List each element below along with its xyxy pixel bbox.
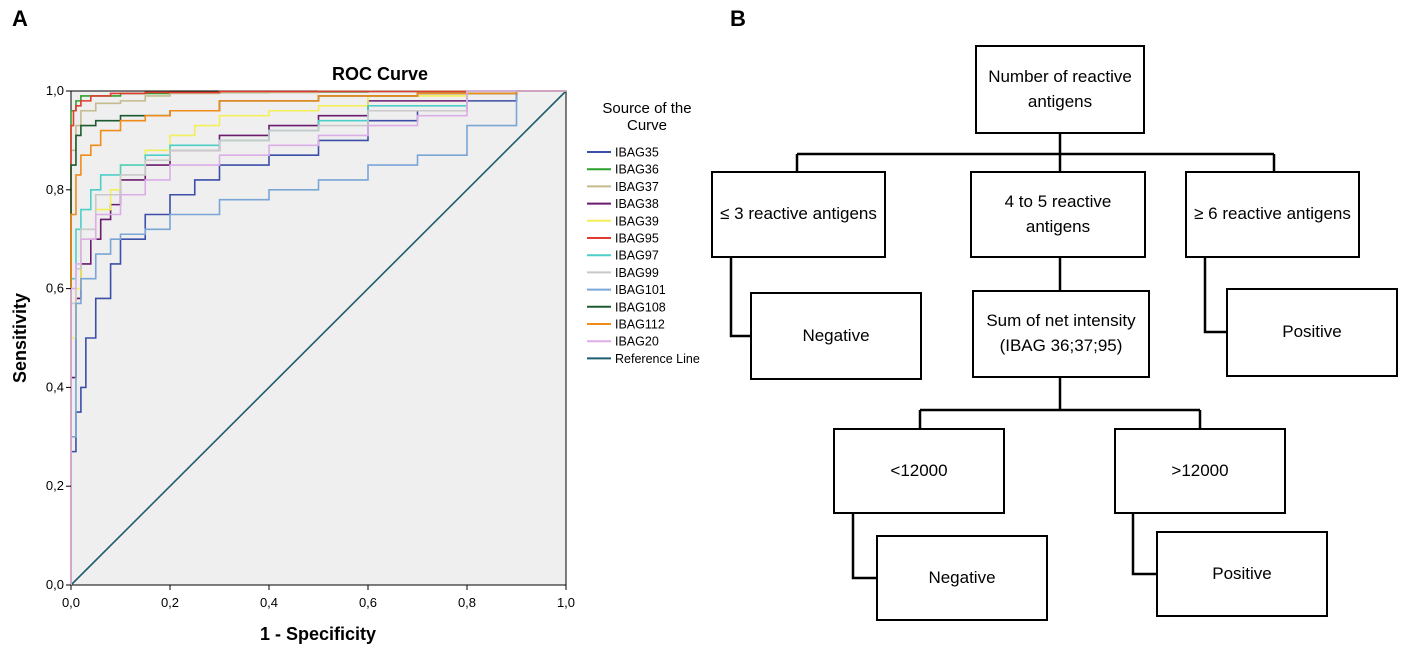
legend-entry: IBAG36 [615,163,659,177]
y-tick-label: 0,4 [46,379,64,394]
y-tick-label: 0,8 [46,182,64,197]
legend-entry: Reference Line [615,352,700,366]
legend-title: Source of the Curve [602,100,691,134]
legend-entry: IBAG37 [615,180,659,194]
y-axis-label: Sensitivity [10,293,30,383]
x-tick-label: 0,0 [62,595,80,610]
series-line-reference-line [70,90,567,586]
x-axis-label: 1 - Specificity [260,624,376,644]
y-tick-label: 0,2 [46,478,64,493]
series-line-ibag95 [70,90,566,585]
sub-positive-node: Positive [1156,531,1328,617]
roc-chart: ROC Curve 0,0 0,2 0,4 0,6 0,8 1,0 0,0 0,2 0,4 0,6… [10,64,700,644]
leaf-positive-node: Positive [1226,288,1398,377]
legend-entry: IBAG108 [615,300,666,314]
x-tick-label: 0,8 [458,595,476,610]
x-tick-label: 0,2 [161,595,179,610]
panel-letter-a: A [12,6,28,31]
x-tick-label: 0,6 [359,595,377,610]
legend-entry: IBAG20 [615,335,659,349]
branch-4to5-node: 4 to 5 reactive antigens [970,171,1146,258]
series-line-ibag112 [70,90,566,585]
branch-ge6-node: ≥ 6 reactive antigens [1185,171,1360,258]
legend-entry: IBAG95 [615,232,659,246]
series-line-ibag97 [70,90,566,585]
branch-le3-node: ≤ 3 reactive antigens [711,171,886,258]
sum-net-intensity-node: Sum of net intensity (IBAG 36;37;95) [972,290,1150,378]
gt-12000-node: >12000 [1114,428,1286,514]
root-node: Number of reactive antigens [975,45,1145,134]
chart-title: ROC Curve [332,64,428,84]
x-tick-label: 1,0 [557,595,575,610]
y-tick-label: 1,0 [46,83,64,98]
x-tick-label: 0,4 [260,595,278,610]
legend-entry: IBAG101 [615,283,666,297]
legend-entry: IBAG97 [615,249,659,263]
panel-letter-b: B [730,6,746,31]
legend-entry: IBAG35 [615,146,659,160]
y-tick-label: 0,6 [46,281,64,296]
series-line-ibag101 [70,90,566,585]
legend-entry: IBAG99 [615,266,659,280]
leaf-negative-node: Negative [750,292,922,380]
legend-entry: IBAG39 [615,214,659,228]
legend: IBAG35 IBAG36 IBAG37 IBAG38 IBAG39 IBAG95 IBAG… [587,146,700,366]
legend-entry: IBAG112 [615,318,665,332]
lt-12000-node: <12000 [833,428,1005,514]
y-tick-label: 0,0 [46,577,64,592]
legend-entry: IBAG38 [615,197,659,211]
sub-negative-node: Negative [876,535,1048,621]
series-line-ibag20 [70,90,566,585]
